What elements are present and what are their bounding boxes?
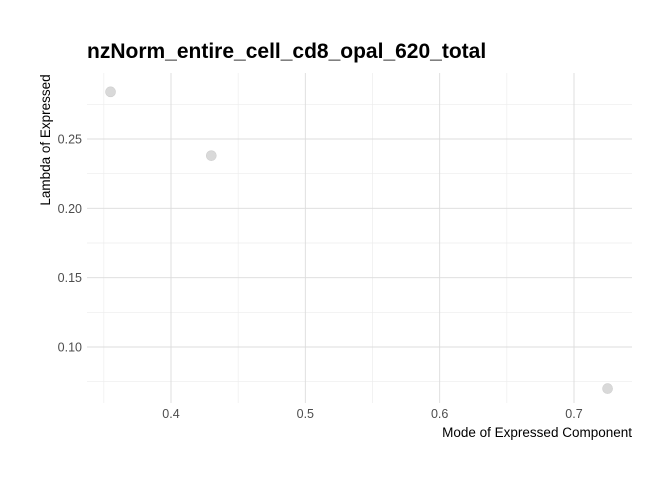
x-tick-label: 0.5 [297,407,314,421]
y-tick-label: 0.20 [58,202,82,216]
grid-lines [87,73,632,403]
y-tick-label: 0.15 [58,271,82,285]
data-point [602,383,613,394]
y-axis-label: Lambda of Expressed [38,74,53,205]
x-tick-label: 0.6 [431,407,448,421]
y-tick-label: 0.10 [58,341,82,355]
x-tick-labels: 0.4 0.5 0.6 0.7 [162,407,582,421]
y-tick-label: 0.25 [58,133,82,147]
x-tick-label: 0.7 [565,407,582,421]
data-point [206,150,217,161]
x-axis-label: Mode of Expressed Component [442,425,632,440]
chart-title: nzNorm_entire_cell_cd8_opal_620_total [87,40,486,63]
data-point [105,86,116,98]
y-tick-labels: 0.10 0.15 0.20 0.25 [58,133,82,355]
data-points [105,86,613,394]
x-tick-label: 0.4 [162,407,179,421]
